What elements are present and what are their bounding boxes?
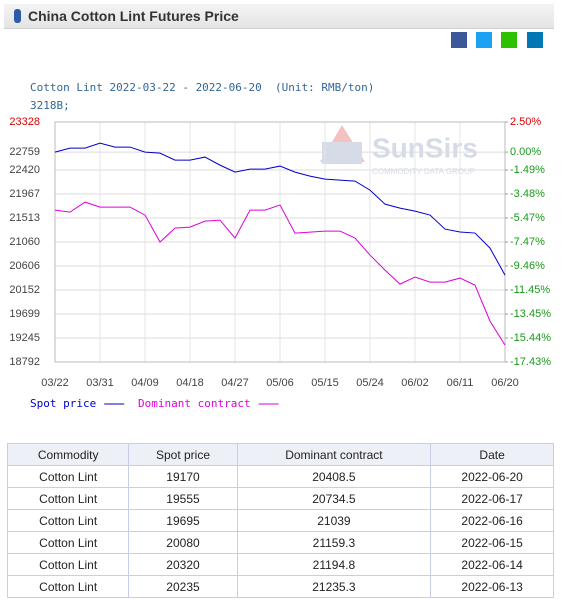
y2-tick-label: -7.47% <box>510 236 545 248</box>
table-cell: 2022-06-15 <box>430 531 554 554</box>
y-tick-label: 21967 <box>9 188 40 200</box>
table-cell: Cotton Lint <box>6 465 130 488</box>
column-header: Spot price <box>128 443 238 466</box>
table-cell: 2022-06-14 <box>430 553 554 576</box>
y-tick-label: 22420 <box>9 164 40 176</box>
y2-tick-label: 0.00% <box>510 146 541 158</box>
share-icons[interactable] <box>451 32 543 48</box>
table-cell: 20080 <box>128 531 238 554</box>
y-tick-label: 20152 <box>9 284 40 296</box>
table-cell: 20235 <box>128 575 238 598</box>
x-tick-label: 03/22 <box>41 377 69 389</box>
table-cell: 21039 <box>236 509 432 532</box>
table-cell: 21235.3 <box>236 575 432 598</box>
table-cell: 2022-06-17 <box>430 487 554 510</box>
y-tick-label: 19245 <box>9 332 40 344</box>
y2-tick-label: -9.46% <box>510 260 545 272</box>
y2-tick-label: -13.45% <box>510 308 551 320</box>
table-cell: 2022-06-13 <box>430 575 554 598</box>
y-tick-label: 19699 <box>9 308 40 320</box>
header-icon <box>14 9 21 23</box>
facebook-icon[interactable] <box>451 32 467 48</box>
table-cell: Cotton Lint <box>6 553 130 576</box>
watermark-name: SunSirs <box>372 132 478 163</box>
table-cell: 20320 <box>128 553 238 576</box>
watermark: SunSirs COMMODITY DATA GROUP <box>320 125 478 176</box>
chart: SunSirs COMMODITY DATA GROUP Cotton Lint… <box>9 32 551 410</box>
y2-tick-label: -11.45% <box>510 284 550 296</box>
table-row: Cotton Lint 19555 20734.5 2022-06-17 <box>6 487 554 510</box>
table-cell: 20734.5 <box>236 487 432 510</box>
table-cell: 21159.3 <box>236 531 432 554</box>
x-tick-label: 06/02 <box>401 377 429 389</box>
table-cell: 19695 <box>128 509 238 532</box>
y2-tick-label: -3.48% <box>510 188 545 200</box>
y-tick-label: 22759 <box>9 146 40 158</box>
column-header: Date <box>430 443 554 466</box>
y-tick-label: 21060 <box>9 236 40 248</box>
y2-tick-label: -15.44% <box>510 332 551 344</box>
y-tick-label: 21513 <box>9 212 40 224</box>
x-tick-label: 03/31 <box>86 377 114 389</box>
x-tick-label: 05/24 <box>356 377 384 389</box>
twitter-icon[interactable] <box>476 32 492 48</box>
y-tick-label: 18792 <box>9 356 40 368</box>
x-tick-label: 06/20 <box>491 377 519 389</box>
column-header: Dominant contract <box>236 443 432 466</box>
table-cell: Cotton Lint <box>6 487 130 510</box>
x-tick-label: 05/15 <box>311 377 339 389</box>
legend-label: Dominant contract <box>138 397 251 410</box>
table-row: Cotton Lint 19695 21039 2022-06-16 <box>6 509 554 532</box>
table-row: Cotton Lint 19170 20408.5 2022-06-20 <box>6 465 554 488</box>
x-tick-label: 04/27 <box>221 377 249 389</box>
y2-tick-label: -17.43% <box>510 356 551 368</box>
chart-subtitle: 3218B; <box>30 99 70 112</box>
table-row: Cotton Lint 20320 21194.8 2022-06-14 <box>6 553 554 576</box>
y2-tick-label: -5.47% <box>510 212 545 224</box>
header-bar: China Cotton Lint Futures Price <box>4 4 554 29</box>
x-tick-label: 04/18 <box>176 377 204 389</box>
table-row: Cotton Lint 20235 21235.3 2022-06-13 <box>6 575 554 598</box>
table-cell: Cotton Lint <box>6 531 130 554</box>
y2-tick-label: 2.50% <box>510 116 541 128</box>
y-tick-label: 23328 <box>9 116 40 128</box>
x-tick-label: 04/09 <box>131 377 159 389</box>
series-line <box>54 201 506 346</box>
y-tick-label: 20606 <box>9 260 40 272</box>
x-tick-label: 05/06 <box>266 377 294 389</box>
wechat-icon[interactable] <box>501 32 517 48</box>
page-title: China Cotton Lint Futures Price <box>28 8 239 24</box>
logo-house <box>322 142 362 164</box>
table-cell: Cotton Lint <box>6 575 130 598</box>
plot-border <box>54 121 506 363</box>
watermark-tagline: COMMODITY DATA GROUP <box>372 167 475 176</box>
x-tick-label: 06/11 <box>447 377 474 389</box>
table-cell: Cotton Lint <box>6 509 130 532</box>
series-line <box>54 142 506 276</box>
logo-roof <box>320 125 365 162</box>
table-cell: 20408.5 <box>236 465 432 488</box>
table-cell: 19555 <box>128 487 238 510</box>
table-cell: 2022-06-16 <box>430 509 554 532</box>
column-header: Commodity <box>6 443 130 466</box>
table-cell: 21194.8 <box>236 553 432 576</box>
table-cell: 19170 <box>128 465 238 488</box>
chart-title: Cotton Lint 2022-03-22 - 2022-06-20 (Uni… <box>30 81 374 94</box>
legend-label: Spot price <box>30 397 96 410</box>
linkedin-icon[interactable] <box>527 32 543 48</box>
table-row: Cotton Lint 20080 21159.3 2022-06-15 <box>6 531 554 554</box>
table-cell: 2022-06-20 <box>430 465 554 488</box>
price-table: Commodity Spot price Dominant contract Date… <box>6 443 554 598</box>
y2-tick-label: -1.49% <box>510 164 545 176</box>
